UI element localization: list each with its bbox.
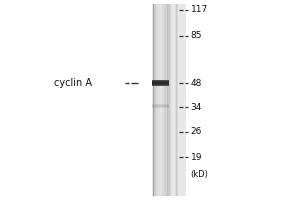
Bar — [160, 4, 161, 196]
Bar — [154, 4, 155, 196]
Text: 85: 85 — [190, 31, 202, 40]
Bar — [152, 82, 169, 83]
Bar — [157, 4, 158, 196]
Bar — [155, 4, 156, 196]
Text: 26: 26 — [190, 128, 202, 136]
Bar — [152, 104, 169, 105]
Bar — [153, 4, 154, 196]
Bar — [166, 4, 167, 196]
Bar — [161, 4, 162, 196]
Bar — [152, 84, 169, 85]
Bar — [152, 107, 169, 108]
Bar — [156, 4, 157, 196]
Text: (kD): (kD) — [190, 170, 208, 180]
Bar — [152, 106, 169, 107]
Text: 117: 117 — [190, 5, 208, 15]
Bar — [152, 80, 169, 81]
Bar — [154, 4, 155, 196]
Text: 48: 48 — [190, 78, 202, 88]
Bar — [152, 85, 169, 86]
Bar — [160, 4, 161, 196]
Text: 19: 19 — [190, 153, 202, 162]
Bar — [164, 4, 165, 196]
Bar — [163, 4, 164, 196]
Bar — [162, 4, 163, 196]
Bar — [152, 83, 169, 84]
Bar — [159, 4, 160, 196]
Bar — [158, 4, 159, 196]
Bar — [165, 4, 166, 196]
Bar — [152, 105, 169, 106]
Text: cyclin A: cyclin A — [54, 78, 92, 88]
Text: 34: 34 — [190, 102, 202, 112]
Bar — [152, 81, 169, 82]
Bar — [167, 4, 168, 196]
Bar — [152, 4, 186, 196]
